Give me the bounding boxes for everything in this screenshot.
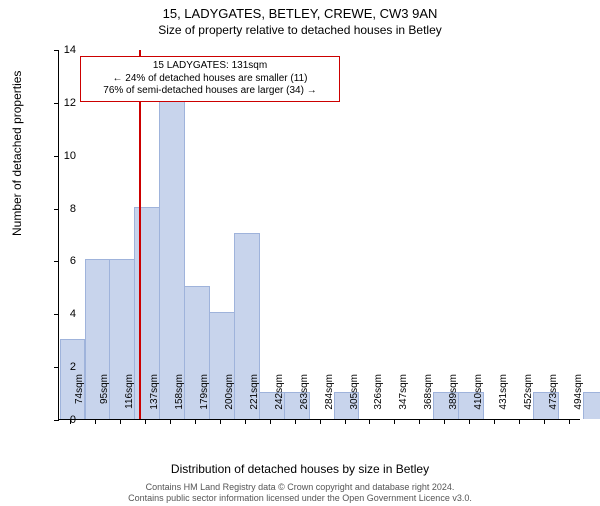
x-tick-mark [295, 419, 296, 424]
footer-line1: Contains HM Land Registry data © Crown c… [0, 482, 600, 493]
x-tick-mark [320, 419, 321, 424]
x-tick-label: 137sqm [149, 374, 160, 424]
x-tick-label: 452sqm [523, 374, 534, 424]
x-tick-mark [145, 419, 146, 424]
y-tick-label: 12 [46, 97, 76, 109]
annotation-line1: 15 LADYGATES: 131sqm [87, 60, 333, 73]
x-tick-label: 263sqm [299, 374, 310, 424]
y-axis-label: Number of detached properties [10, 71, 24, 236]
x-tick-mark [95, 419, 96, 424]
footer: Contains HM Land Registry data © Crown c… [0, 482, 600, 504]
x-tick-label: 284sqm [324, 374, 335, 424]
x-tick-mark [195, 419, 196, 424]
x-tick-label: 158sqm [174, 374, 185, 424]
x-tick-label: 368sqm [423, 374, 434, 424]
y-tick-label: 4 [46, 308, 76, 320]
x-tick-label: 305sqm [349, 374, 360, 424]
x-tick-label: 347sqm [398, 374, 409, 424]
x-tick-label: 179sqm [199, 374, 210, 424]
x-tick-label: 389sqm [448, 374, 459, 424]
x-tick-label: 95sqm [99, 374, 110, 424]
x-tick-label: 494sqm [573, 374, 584, 424]
page-title: 15, LADYGATES, BETLEY, CREWE, CW3 9AN [0, 6, 600, 21]
x-tick-label: 200sqm [224, 374, 235, 424]
x-tick-mark [394, 419, 395, 424]
x-tick-label: 431sqm [498, 374, 509, 424]
x-tick-label: 74sqm [74, 374, 85, 424]
x-tick-mark [245, 419, 246, 424]
annotation-box: 15 LADYGATES: 131sqm ← 24% of detached h… [80, 56, 340, 102]
footer-line2: Contains public sector information licen… [0, 493, 600, 504]
x-tick-mark [469, 419, 470, 424]
x-tick-mark [444, 419, 445, 424]
x-tick-mark [544, 419, 545, 424]
y-tick-label: 2 [46, 361, 76, 373]
x-tick-label: 410sqm [473, 374, 484, 424]
chart-container: 15, LADYGATES, BETLEY, CREWE, CW3 9AN Si… [0, 6, 600, 506]
x-tick-label: 221sqm [249, 374, 260, 424]
y-tick-label: 0 [46, 414, 76, 426]
x-tick-mark [519, 419, 520, 424]
x-tick-mark [170, 419, 171, 424]
x-tick-label: 326sqm [373, 374, 384, 424]
histogram-bar [583, 392, 600, 419]
x-tick-label: 116sqm [124, 374, 135, 424]
plot-area [58, 50, 580, 420]
y-tick-label: 8 [46, 203, 76, 215]
histogram-bar [159, 101, 185, 419]
x-tick-mark [419, 419, 420, 424]
x-tick-mark [220, 419, 221, 424]
reference-line [139, 50, 141, 419]
x-tick-mark [494, 419, 495, 424]
page-subtitle: Size of property relative to detached ho… [0, 23, 600, 37]
x-tick-mark [569, 419, 570, 424]
y-tick-label: 10 [46, 150, 76, 162]
x-axis-label: Distribution of detached houses by size … [0, 462, 600, 476]
x-tick-label: 242sqm [274, 374, 285, 424]
x-tick-mark [120, 419, 121, 424]
chart-area: 74sqm95sqm116sqm137sqm158sqm179sqm200sqm… [58, 50, 580, 420]
y-tick-label: 6 [46, 255, 76, 267]
x-tick-mark [369, 419, 370, 424]
annotation-line3: 76% of semi-detached houses are larger (… [87, 85, 333, 98]
annotation-line2: ← 24% of detached houses are smaller (11… [87, 73, 333, 86]
x-tick-mark [345, 419, 346, 424]
y-tick-label: 14 [46, 44, 76, 56]
x-tick-mark [270, 419, 271, 424]
x-tick-label: 473sqm [548, 374, 559, 424]
